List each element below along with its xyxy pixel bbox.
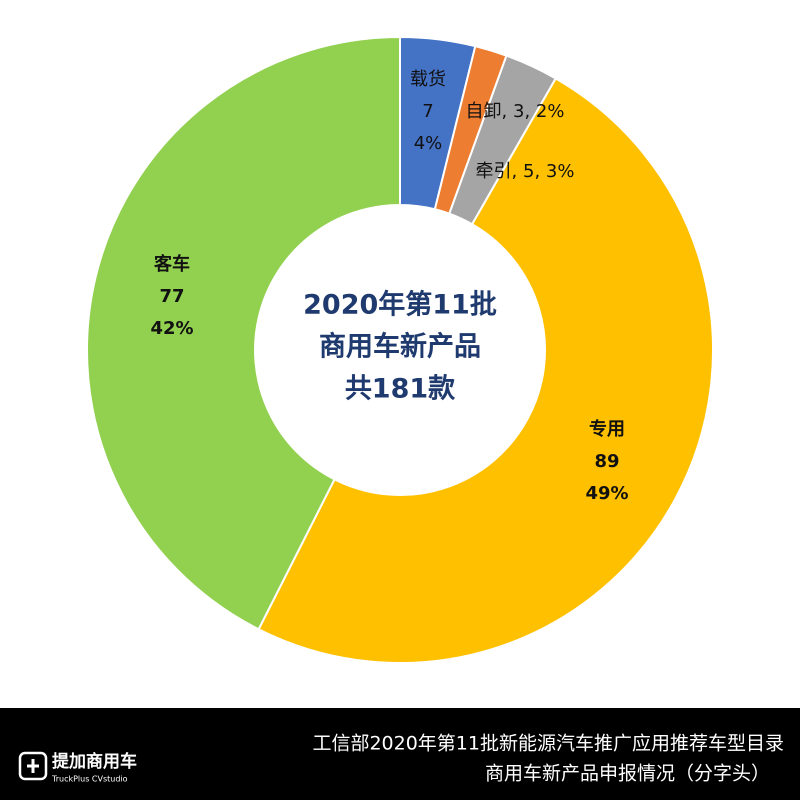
center-line: 2020年第11批 xyxy=(303,289,497,321)
logo-text: 提加商用车 xyxy=(52,751,137,772)
label-separator: , xyxy=(524,101,535,122)
label-separator: , xyxy=(534,161,545,182)
logo-icon xyxy=(18,751,48,781)
label-percent: 3% xyxy=(546,161,575,182)
footer-band xyxy=(0,708,800,800)
center-line: 商用车新产品 xyxy=(319,331,481,363)
label-percent: 4% xyxy=(414,133,443,154)
label-separator: , xyxy=(502,101,513,122)
center-line: 共181款 xyxy=(345,374,456,405)
label-percent: 49% xyxy=(585,483,628,504)
label-name: 客车 xyxy=(154,253,190,275)
logo-subtext: TruckPlus CVstudio xyxy=(51,775,128,784)
label-name: 载货 xyxy=(410,69,446,90)
slice xyxy=(257,77,714,664)
label-name: 专用 xyxy=(589,418,625,440)
label-value: 89 xyxy=(594,451,619,472)
caption-line: 商用车新产品申报情况（分字头） xyxy=(485,763,770,785)
label-value: 7 xyxy=(422,101,433,122)
slice-label: 牵引, 5, 3% xyxy=(476,161,575,182)
label-value: 3 xyxy=(513,101,524,122)
label-percent: 2% xyxy=(536,101,565,122)
slice-labels: 载货 7 4% 自卸, 3, 2% 牵引, 5, 3% 专用 89 49% 客车 77 42% xyxy=(150,69,628,504)
label-separator: , xyxy=(512,161,523,182)
label-name: 牵引 xyxy=(476,161,512,182)
label-value: 77 xyxy=(159,286,184,307)
label-name: 自卸 xyxy=(466,101,502,122)
donut xyxy=(86,35,714,664)
label-value: 5 xyxy=(523,161,534,182)
slice-label: 自卸, 3, 2% xyxy=(466,101,565,122)
label-percent: 42% xyxy=(150,318,193,339)
logo-icon-cross xyxy=(27,759,39,773)
slice xyxy=(86,35,401,631)
caption-line: 工信部2020年第11批新能源汽车推广应用推荐车型目录 xyxy=(312,733,784,755)
